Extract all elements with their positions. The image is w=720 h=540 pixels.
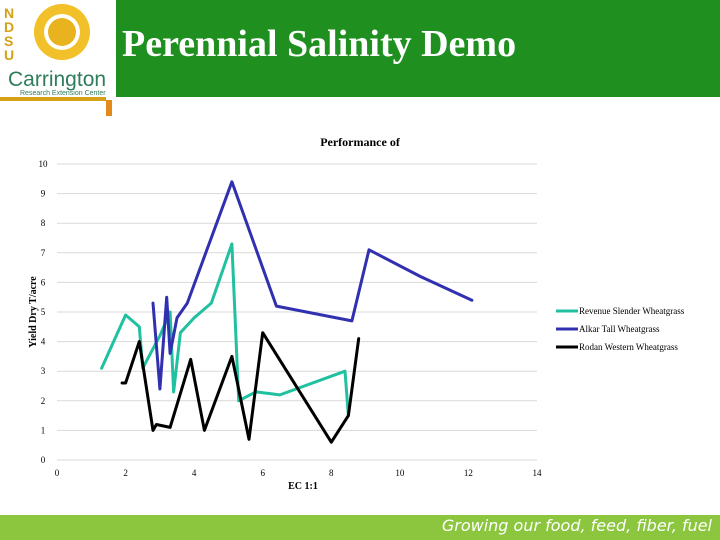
x-axis-title: EC 1:1 — [288, 481, 318, 492]
legend-label: Revenue Slender Wheatgrass — [579, 306, 685, 316]
series-line — [151, 180, 474, 391]
y-tick-label: 0 — [41, 455, 46, 465]
y-tick-label: 5 — [41, 307, 46, 317]
series-line — [100, 242, 350, 418]
footer-tagline: Growing our food, feed, fiber, fuel — [441, 516, 712, 535]
logo-letter: D — [4, 19, 14, 35]
y-tick-label: 10 — [39, 159, 49, 169]
legend: Revenue Slender Wheatgrass Alkar Tall Whe… — [556, 306, 685, 352]
logo-letter: S — [4, 33, 13, 49]
logo-letter: N — [4, 5, 14, 21]
header-bar — [0, 0, 720, 97]
x-tick-label: 14 — [533, 468, 543, 478]
y-tick-label: 3 — [41, 366, 46, 376]
logo: N D S U Carrington Research Extension Ce… — [0, 0, 116, 100]
y-tick-label: 1 — [41, 425, 46, 435]
y-tick-label: 2 — [41, 396, 46, 406]
ndsu-carrington-logo: N D S U Carrington Research Extension Ce… — [4, 4, 106, 97]
chart-title: Performance of — [320, 135, 401, 149]
logo-subtitle: Research Extension Center — [20, 90, 106, 97]
series-line — [120, 331, 361, 444]
slide-title: Perennial Salinity Demo — [122, 23, 517, 65]
x-tick-label: 2 — [123, 468, 128, 478]
x-axis-ticks: 0 2 4 6 8 10 12 14 — [55, 468, 542, 478]
footer-bar — [0, 515, 720, 540]
ndsu-letters: N D S U — [4, 5, 14, 63]
x-tick-label: 10 — [395, 468, 405, 478]
legend-label: Rodan Western Wheatgrass — [579, 342, 678, 352]
y-tick-label: 4 — [41, 337, 46, 347]
x-tick-label: 6 — [260, 468, 265, 478]
logo-accent-line — [0, 97, 106, 101]
y-tick-label: 6 — [41, 277, 46, 287]
y-tick-label: 8 — [41, 218, 46, 228]
sunflower-icon — [34, 4, 90, 60]
series-lines — [100, 180, 474, 444]
x-tick-label: 4 — [192, 468, 197, 478]
legend-label: Alkar Tall Wheatgrass — [579, 324, 660, 334]
logo-accent-mark — [106, 100, 112, 116]
y-tick-label: 7 — [41, 248, 46, 258]
x-tick-label: 0 — [55, 468, 60, 478]
x-tick-label: 12 — [464, 468, 473, 478]
x-tick-label: 8 — [329, 468, 334, 478]
y-axis-title: Yield Dry T/acre — [28, 276, 39, 348]
logo-letter: U — [4, 47, 14, 63]
grid — [57, 163, 537, 461]
logo-name: Carrington — [8, 68, 106, 91]
y-tick-label: 9 — [41, 189, 46, 199]
y-axis-ticks: 0 1 2 3 4 5 6 7 8 9 10 — [39, 159, 49, 465]
